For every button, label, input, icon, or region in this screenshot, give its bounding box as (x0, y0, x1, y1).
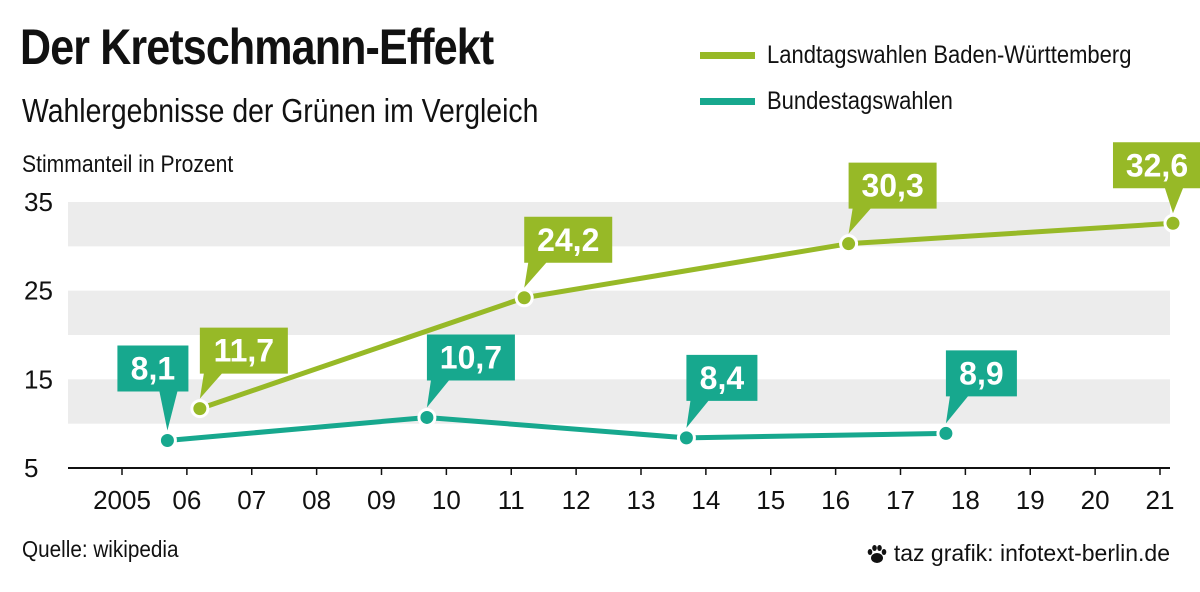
x-tick-label: 13 (627, 485, 656, 515)
data-label-box (524, 216, 613, 288)
x-tick-label: 21 (1146, 485, 1175, 515)
x-tick-label: 16 (821, 485, 850, 515)
data-label-text: 8,1 (131, 351, 175, 387)
data-label-box (686, 354, 758, 428)
legend-swatch-landtag (700, 51, 755, 59)
data-label-text: 11,7 (214, 333, 275, 369)
data-point-bundestag (676, 428, 696, 448)
credit-note: taz grafik: infotext-berlin.de (866, 540, 1170, 567)
x-tick-label: 18 (951, 485, 980, 515)
data-point-landtag (1163, 213, 1183, 233)
x-tick-label: 12 (562, 485, 591, 515)
data-label-bundestag: 8,1 (117, 345, 189, 431)
chart-title: Der Kretschmann-Effekt (20, 19, 494, 75)
x-tick-label: 17 (886, 485, 915, 515)
x-tick-label: 06 (172, 485, 201, 515)
x-tick-label: 14 (691, 485, 720, 515)
data-label-text: 10,7 (440, 339, 502, 375)
data-label-text: 24,2 (537, 222, 599, 258)
paw-icon (867, 544, 887, 563)
data-label-box (848, 162, 937, 234)
data-point-landtag (514, 288, 534, 308)
legend-swatch-bundestag (700, 97, 755, 105)
data-point-landtag (839, 234, 859, 254)
series-line-landtag (197, 220, 1176, 412)
data-label-box (117, 345, 189, 431)
data-label-landtag: 30,3 (848, 162, 937, 234)
legend-item-bundestag: Bundestagswahlen (700, 78, 1181, 124)
x-tick-label: 10 (432, 485, 461, 515)
data-label-bundestag: 8,9 (945, 350, 1017, 424)
data-label-bundestag: 10,7 (426, 334, 515, 408)
x-tick-label: 20 (1081, 485, 1110, 515)
credit-text: taz grafik: infotext-berlin.de (893, 540, 1170, 566)
data-label-text: 8,4 (700, 360, 745, 396)
x-tick-label: 11 (498, 485, 525, 515)
x-tick-label: 08 (302, 485, 331, 515)
data-label-bundestag: 8,4 (686, 354, 758, 428)
data-label-box (426, 334, 515, 408)
legend-label-landtag: Landtagswahlen Baden-Württemberg (767, 40, 1132, 69)
chart-subtitle: Wahlergebnisse der Grünen im Vergleich (22, 92, 539, 129)
data-point-bundestag (157, 431, 177, 451)
data-point-bundestag (936, 423, 956, 443)
y-tick-label: 5 (24, 453, 38, 483)
source-note: Quelle: wikipedia (22, 536, 179, 562)
data-label-landtag: 32,6 (1112, 142, 1200, 214)
y-tick-label: 25 (24, 276, 53, 306)
data-point-landtag (190, 399, 210, 419)
data-label-box (1112, 142, 1200, 214)
data-label-landtag: 24,2 (524, 216, 613, 288)
y-tick-label: 15 (24, 364, 53, 394)
data-label-text: 32,6 (1126, 147, 1188, 183)
x-tick-label: 15 (756, 485, 785, 515)
legend-item-landtag: Landtagswahlen Baden-Württemberg (700, 32, 1181, 78)
data-label-text: 8,9 (959, 355, 1003, 391)
data-label-text: 30,3 (861, 168, 923, 204)
x-tick-label: 07 (237, 485, 266, 515)
grid-band (68, 202, 1170, 247)
data-label-box (945, 350, 1017, 424)
legend-label-bundestag: Bundestagswahlen (767, 86, 953, 115)
series-line-bundestag (164, 414, 949, 444)
legend: Landtagswahlen Baden-Württemberg Bundest… (700, 32, 1181, 124)
x-tick-label: 2005 (93, 485, 151, 515)
y-tick-label: 35 (24, 187, 53, 217)
data-label-landtag: 11,7 (199, 327, 288, 399)
y-axis-label: Stimmanteil in Prozent (22, 151, 234, 178)
x-tick-label: 09 (367, 485, 396, 515)
data-point-bundestag (417, 407, 437, 427)
data-label-box (199, 327, 288, 399)
x-tick-label: 19 (1016, 485, 1045, 515)
